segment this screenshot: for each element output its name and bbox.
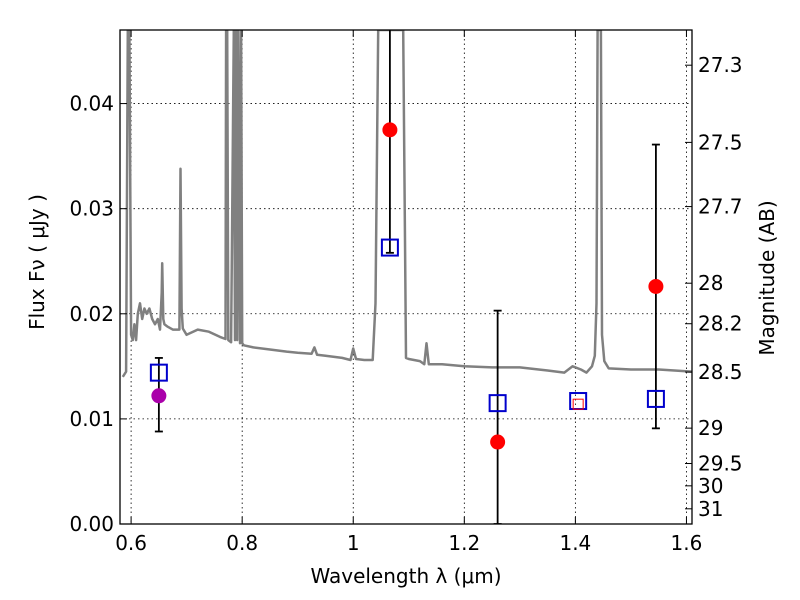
x-tick-label: 0.8 xyxy=(226,531,258,555)
y-tick-label: 0.01 xyxy=(69,407,114,431)
model-square xyxy=(488,394,507,413)
y-tick-label: 0.02 xyxy=(69,302,114,326)
y-axis-label: Flux Fν ( μJy ) xyxy=(25,194,49,330)
y2-tick-label: 28.5 xyxy=(698,360,743,384)
model-square xyxy=(149,363,168,382)
y-tick-label: 0.00 xyxy=(69,512,114,536)
observed-point xyxy=(490,434,506,450)
x-tick-label: 0.6 xyxy=(115,531,147,555)
y-tick-label: 0.03 xyxy=(69,197,114,221)
x-tick-label: 1.6 xyxy=(671,531,703,555)
x-axis-label: Wavelength λ (μm) xyxy=(310,564,501,588)
y2-tick-label: 29.5 xyxy=(698,452,743,476)
y2-tick-label: 29 xyxy=(698,416,723,440)
upper-limit-marker xyxy=(572,398,584,410)
x-tick-label: 1.4 xyxy=(559,531,591,555)
axis-ticks: 0.6 0.8 1 1.2 1.4 1.6 0.00 0.01 0.02 0.03 0.04 27.3… xyxy=(69,30,743,555)
data-layer xyxy=(121,30,692,524)
plot-frame xyxy=(119,29,693,525)
y2-axis-label: Magnitude (AB) xyxy=(755,200,779,355)
observed-point xyxy=(382,122,398,138)
observed-point xyxy=(648,278,664,294)
x-tick-label: 1.2 xyxy=(448,531,480,555)
y2-tick-label: 27.5 xyxy=(698,130,743,154)
y2-tick-label: 31 xyxy=(698,497,723,521)
x-tick-label: 1 xyxy=(347,531,360,555)
model-square xyxy=(646,389,665,408)
spectrum-line xyxy=(121,30,692,378)
y2-tick-label: 28 xyxy=(698,271,723,295)
y2-tick-label: 28.2 xyxy=(698,312,743,336)
y2-tick-label: 30 xyxy=(698,474,723,498)
y2-tick-label: 27.7 xyxy=(698,195,743,219)
y-tick-label: 0.04 xyxy=(69,92,114,116)
observed-point xyxy=(151,388,167,404)
model-square xyxy=(380,238,399,257)
y2-tick-label: 27.3 xyxy=(698,53,743,77)
